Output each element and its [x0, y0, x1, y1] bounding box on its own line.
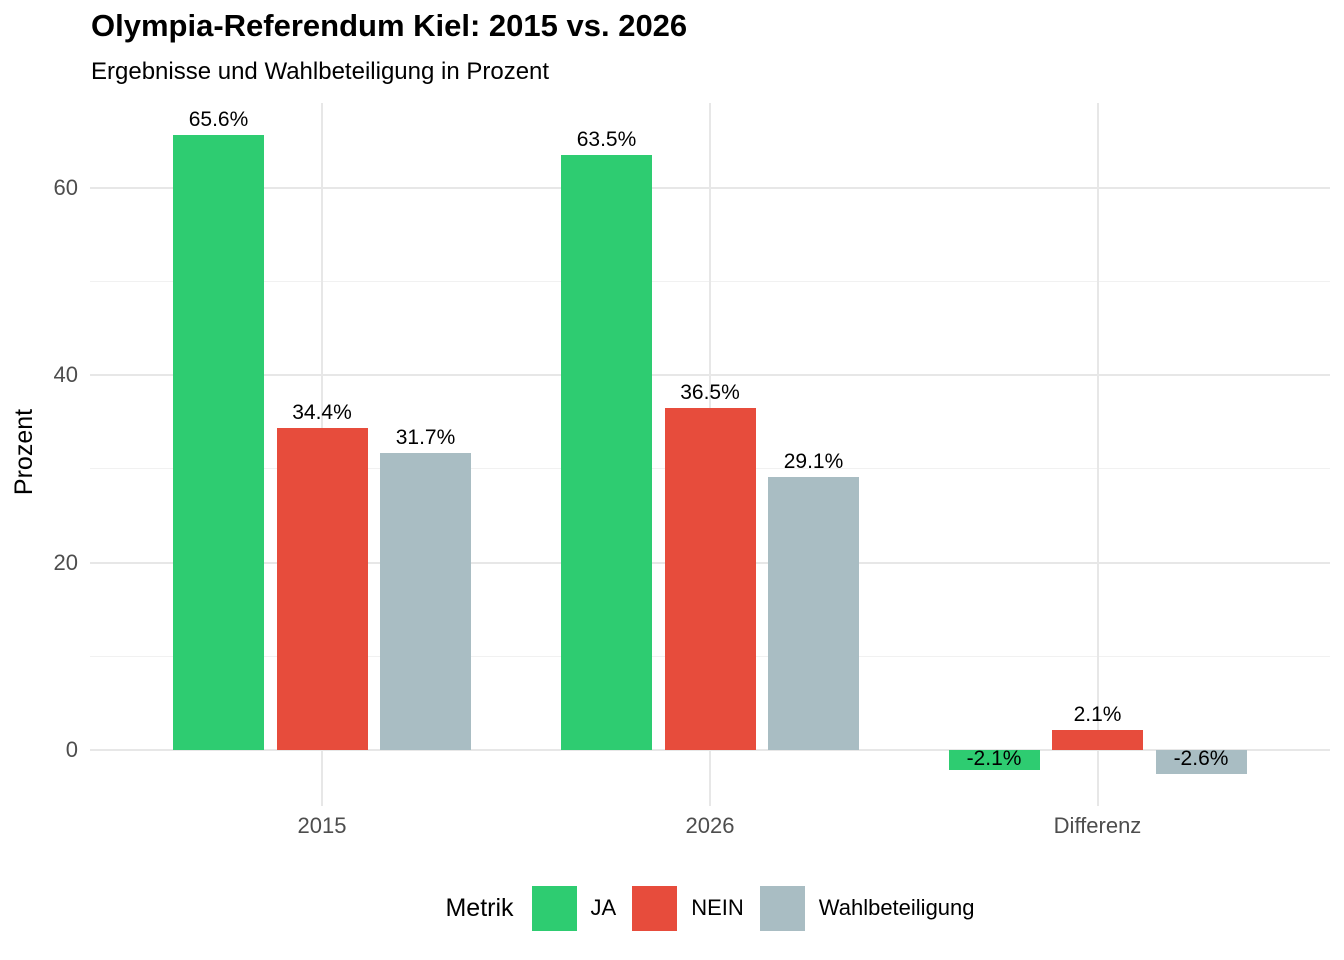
- plot-panel: 65.6% 63.5% -2.1% 34.4% 36.5% 2.1% 31.7% 29.1% -…: [90, 103, 1330, 806]
- bar-nein-2026: [664, 407, 756, 750]
- y-tick-label: 0: [65, 737, 78, 762]
- y-tick-label: 40: [53, 362, 78, 387]
- value-label: -2.6%: [1173, 747, 1229, 770]
- bar-ja-differenz: [948, 750, 1040, 770]
- legend-swatch: [531, 885, 577, 931]
- legend-title: Metrik: [445, 893, 514, 922]
- legend-label: NEIN: [691, 895, 744, 920]
- value-label: 36.5%: [680, 380, 740, 404]
- legend: Metrik JA NEIN Wahlbeteiligung: [90, 882, 1330, 934]
- value-label: 34.4%: [292, 400, 352, 424]
- value-label: 65.6%: [188, 108, 249, 131]
- bar-nein-2015: [276, 427, 368, 750]
- legend-swatch: [632, 885, 678, 931]
- legend-label: JA: [590, 895, 617, 920]
- x-tick-label: 2015: [297, 813, 347, 838]
- gridline-x-major: [1096, 103, 1099, 806]
- value-label: 2.1%: [1073, 703, 1122, 727]
- x-tick-label: 2026: [685, 813, 735, 838]
- x-tick-label: Differenz: [1053, 813, 1142, 838]
- chart-title: Olympia-Referendum Kiel: 2015 vs. 2026: [91, 8, 688, 43]
- legend-item-nein: NEIN: [632, 885, 744, 931]
- bar-wahlbeteiligung-2015: [380, 452, 471, 750]
- value-label: 63.5%: [576, 127, 637, 151]
- bar-wahlbeteiligung-differenz: [1155, 750, 1247, 775]
- legend-item-ja: JA: [531, 885, 617, 931]
- bar-wahlbeteiligung-2026: [768, 477, 859, 750]
- value-label: 29.1%: [783, 450, 844, 474]
- legend-item-wahlbeteiligung: Wahlbeteiligung: [759, 885, 975, 931]
- bar-nein-differenz: [1052, 730, 1143, 750]
- y-tick-label: 20: [53, 549, 78, 575]
- bar-ja-2015: [173, 135, 264, 750]
- chart-subtitle: Ergebnisse und Wahlbeteiligung in Prozen…: [91, 58, 550, 85]
- legend-items: JA NEIN Wahlbeteiligung: [531, 885, 975, 931]
- legend-label: Wahlbeteiligung: [818, 895, 975, 920]
- value-label: -2.1%: [966, 747, 1022, 770]
- y-tick-label: 60: [53, 174, 78, 200]
- y-axis-title: Prozent: [10, 408, 38, 496]
- bar-ja-2026: [561, 154, 652, 750]
- value-label: 31.7%: [395, 425, 456, 449]
- legend-swatch: [759, 885, 805, 931]
